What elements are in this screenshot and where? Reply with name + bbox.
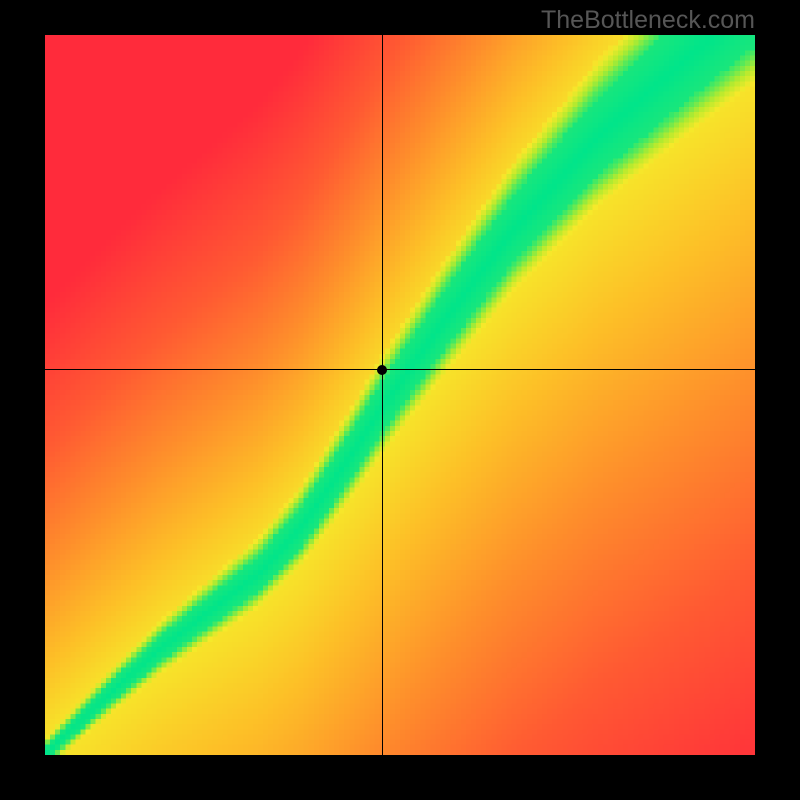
- crosshair-marker: [377, 365, 387, 375]
- crosshair-vertical: [382, 35, 383, 755]
- crosshair-horizontal: [45, 369, 755, 370]
- heatmap-canvas: [45, 35, 755, 755]
- watermark-text: TheBottleneck.com: [541, 6, 755, 35]
